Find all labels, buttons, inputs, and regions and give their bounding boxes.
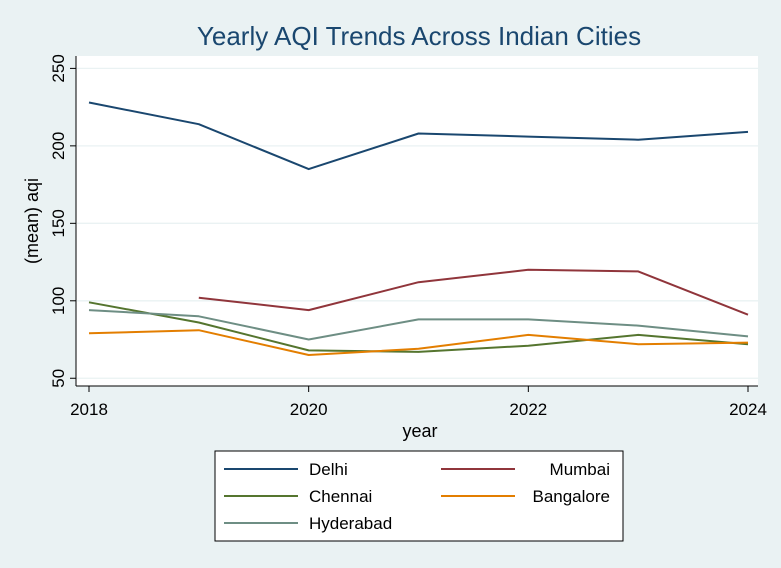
legend-label: Hyderabad (309, 514, 392, 533)
y-tick-label: 250 (49, 54, 68, 82)
x-axis-label: year (402, 421, 437, 441)
series-line-hyderabad (88, 309, 749, 341)
series-line-delhi (88, 101, 749, 171)
series-lines (88, 101, 749, 356)
x-axis-ticks: 2018 2020 2022 2024 (70, 386, 767, 419)
series-line-mumbai (198, 268, 749, 316)
y-tick-label: 100 (49, 287, 68, 315)
x-tick-label: 2022 (509, 400, 547, 419)
legend-label: Bangalore (532, 487, 610, 506)
grid-lines (77, 67, 758, 379)
chart-title: Yearly AQI Trends Across Indian Cities (197, 21, 641, 51)
series-line-bangalore (88, 329, 749, 356)
legend-label: Chennai (309, 487, 372, 506)
x-tick-label: 2018 (70, 400, 108, 419)
x-tick-label: 2024 (729, 400, 767, 419)
y-tick-label: 150 (49, 209, 68, 237)
legend-label: Mumbai (550, 460, 610, 479)
x-tick-label: 2020 (290, 400, 328, 419)
y-axis-ticks: 50 100 150 200 250 (49, 54, 76, 388)
legend-label: Delhi (309, 460, 348, 479)
legend: Delhi Mumbai Chennai Bangalore Hyderabad (224, 460, 610, 533)
y-tick-label: 200 (49, 132, 68, 160)
y-axis-label: (mean) aqi (22, 178, 42, 264)
y-tick-label: 50 (49, 369, 68, 388)
series-line-chennai (88, 301, 749, 353)
